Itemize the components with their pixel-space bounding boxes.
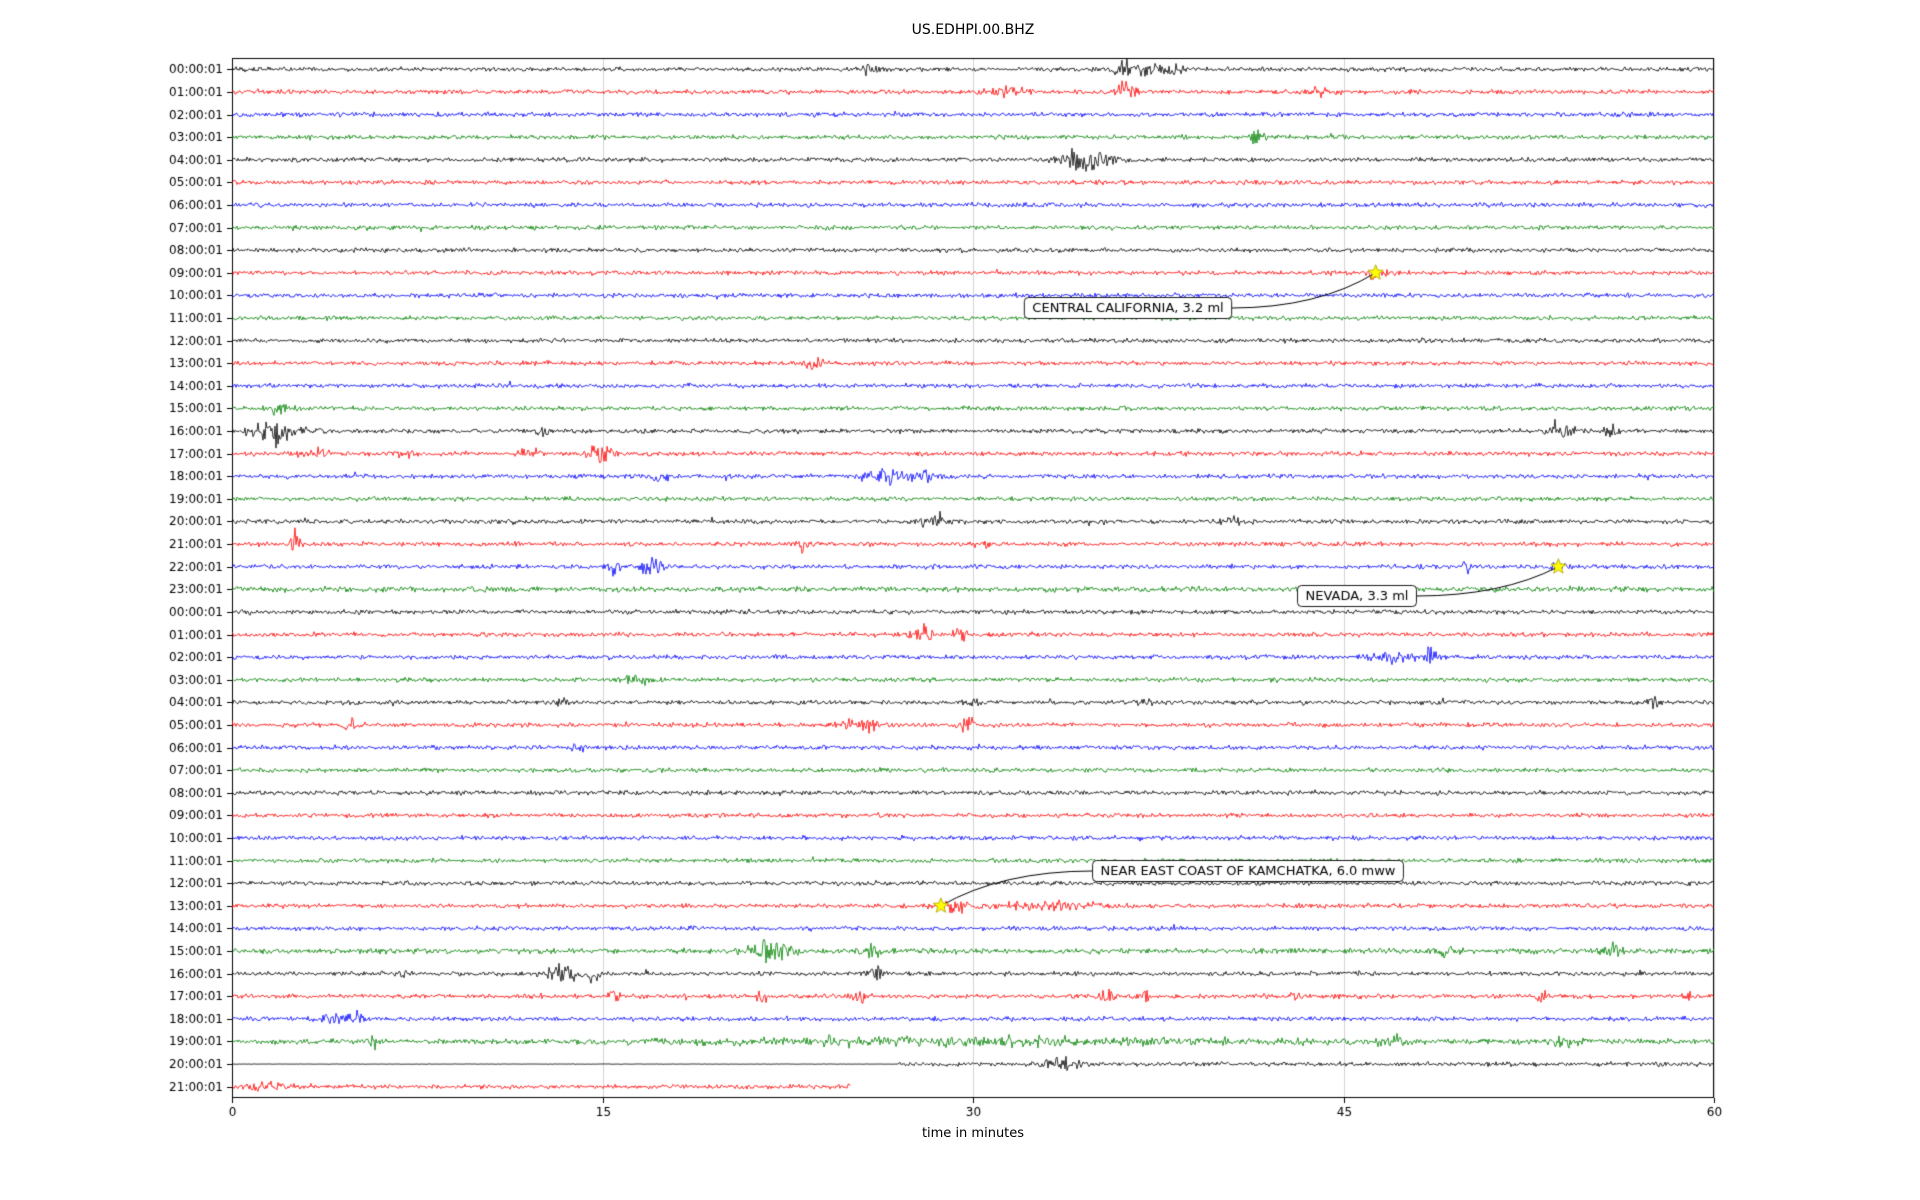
x-axis-label: time in minutes — [921, 1126, 1025, 1141]
chart-title: US.EDHPI.00.BHZ — [911, 22, 1035, 38]
